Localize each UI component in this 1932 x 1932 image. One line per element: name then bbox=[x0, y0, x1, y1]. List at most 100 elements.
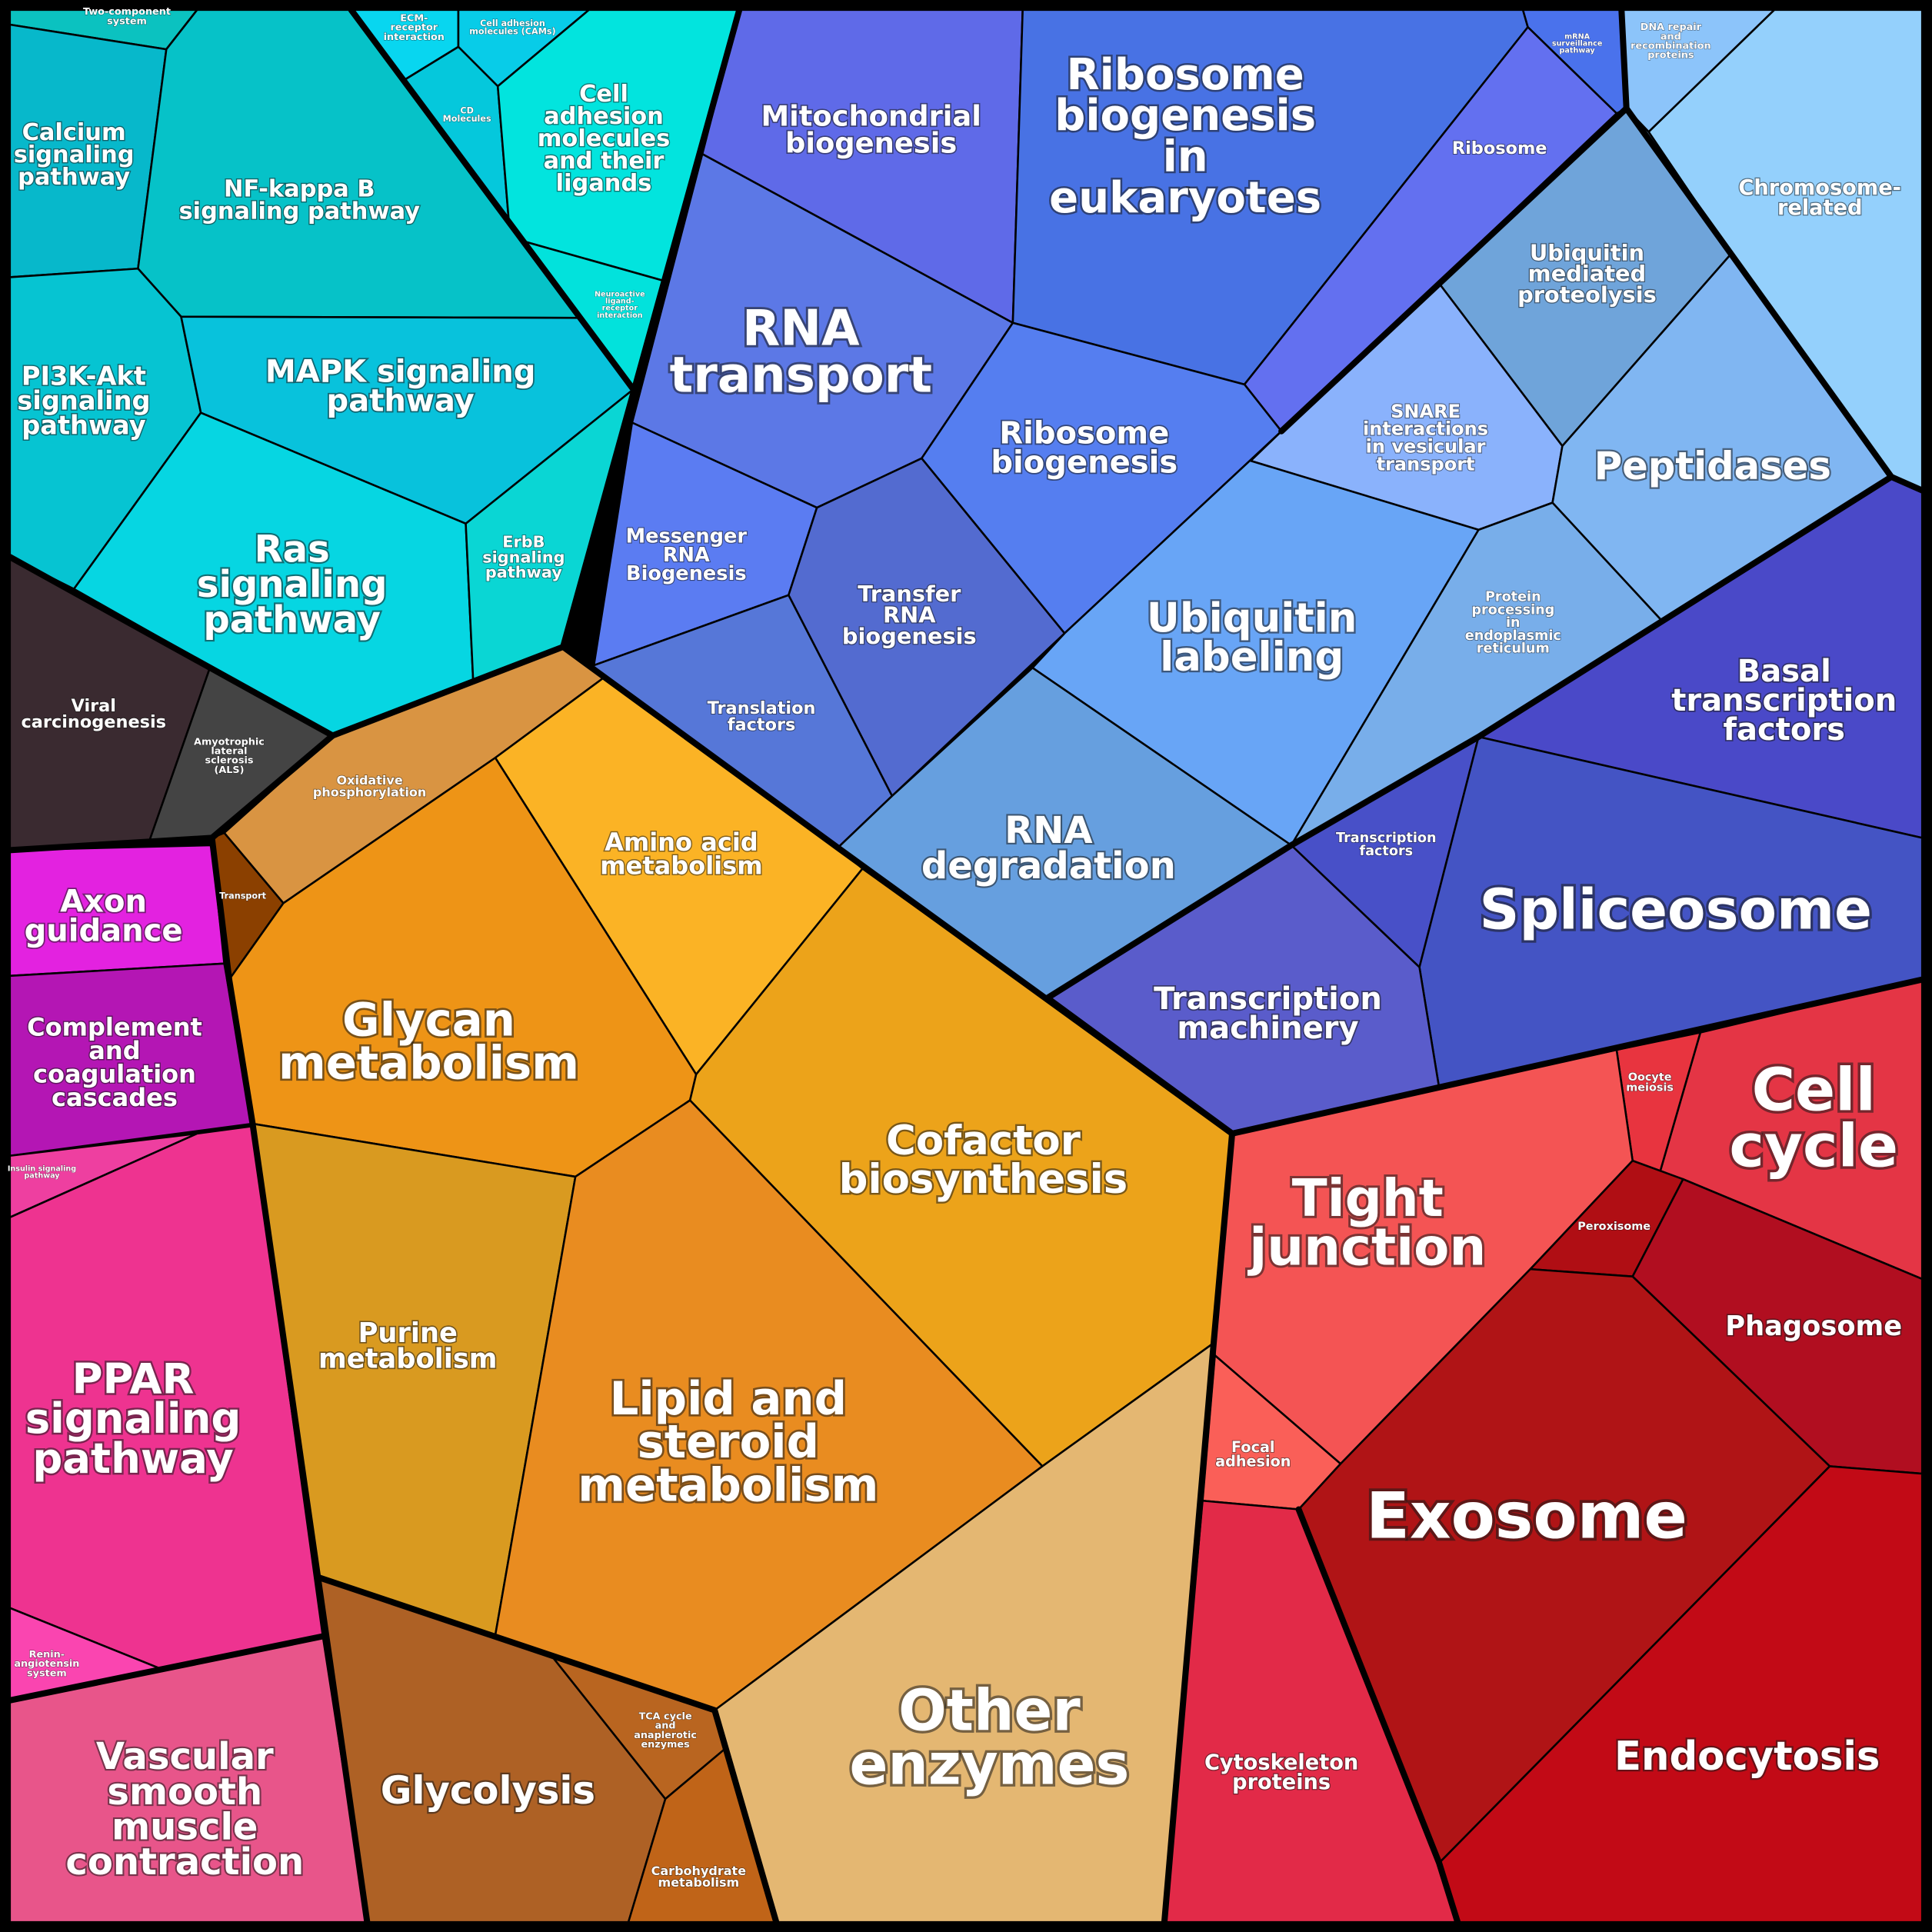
label-purine-metabolism: Purine metabolism bbox=[318, 1317, 498, 1374]
label-line: Viral bbox=[72, 696, 116, 716]
label-line: Oxidative bbox=[337, 773, 403, 788]
label-line: pathway bbox=[32, 1434, 233, 1483]
label-line: surveillance bbox=[1552, 39, 1603, 48]
label-peroxisome: Peroxisome bbox=[1577, 1221, 1651, 1233]
label-line: Ribosome bbox=[1066, 50, 1304, 100]
label-line: Ribosome bbox=[999, 416, 1169, 451]
label-line: cascades bbox=[52, 1083, 178, 1112]
label-line: degradation bbox=[921, 844, 1176, 888]
label-calcium-signaling-pathway: Calcium signaling pathway bbox=[14, 119, 135, 191]
label-neuroactive-ligand-receptor-interaction: Neuroactive ligand-receptor interaction bbox=[595, 290, 645, 319]
group-boundary bbox=[1044, 473, 1895, 1001]
label-line: Glycolysis bbox=[381, 1768, 595, 1813]
label-pi3k-akt-signaling-pathway: PI3K-Akt signaling pathway bbox=[17, 361, 150, 440]
label-line: Basal bbox=[1737, 654, 1831, 689]
label-line: pathway bbox=[203, 598, 381, 641]
label-line: factors bbox=[1724, 712, 1845, 748]
group-boundary bbox=[6, 1633, 326, 1704]
label-line: biogenesis bbox=[991, 445, 1178, 481]
label-transcription-factors: Transcription factors bbox=[1336, 831, 1437, 859]
label-exosome: Exosome bbox=[1366, 1479, 1687, 1554]
label-line: molecules bbox=[538, 125, 671, 152]
label-line: and bbox=[655, 1720, 676, 1732]
label-line: Calcium bbox=[22, 119, 126, 146]
label-line: cycle bbox=[1729, 1112, 1898, 1181]
label-line: pathway bbox=[1560, 47, 1596, 55]
label-line: signaling pathway bbox=[179, 198, 421, 225]
label-line: phosphorylation bbox=[313, 784, 426, 799]
label-line: RNA bbox=[663, 544, 710, 567]
label-ribosome-biogenesis: Ribosome biogenesis bbox=[991, 416, 1178, 481]
label-line: Focal bbox=[1231, 1438, 1275, 1456]
label-renin-angiotensin-system: Renin-angiotensin system bbox=[14, 1649, 79, 1679]
label-line: molecules (CAMs) bbox=[469, 26, 555, 36]
label-line: contraction bbox=[65, 1840, 304, 1884]
label-line: Transcription bbox=[1336, 831, 1437, 846]
label-snare-interactions-in-vesicular-transport: SNARE interactions in vesicular transport bbox=[1363, 401, 1488, 475]
group-boundary bbox=[1161, 1130, 1236, 1926]
label-rna-transport: RNA transport bbox=[670, 301, 932, 405]
label-line: Messenger bbox=[626, 525, 748, 548]
label-amino-acid-metabolism: Amino acid metabolism bbox=[600, 828, 762, 880]
label-carbohydrate-metabolism: Carbohydrate metabolism bbox=[651, 1864, 747, 1890]
label-line: NF-kappa B bbox=[224, 176, 375, 203]
group-boundary bbox=[1044, 994, 1236, 1137]
label-protein-processing-in-endoplasmic-reticulum: Protein processing in endoplasmic reticulum bbox=[1465, 590, 1561, 657]
label-line: interaction bbox=[597, 311, 643, 320]
label-line: metabolism bbox=[318, 1344, 498, 1375]
label-spliceosome: Spliceosome bbox=[1480, 878, 1872, 943]
group-boundary bbox=[6, 834, 371, 1926]
label-line: signaling bbox=[482, 548, 565, 566]
label-line: steroid bbox=[638, 1415, 819, 1468]
label-line: RNA bbox=[1004, 809, 1092, 852]
label-line: biogenesis bbox=[1054, 91, 1316, 141]
label-line: pathway bbox=[22, 410, 145, 440]
label-vascular-smooth-muscle-contraction: Vascular smooth muscle contraction bbox=[65, 1735, 304, 1884]
label-messenger-rna-biogenesis: Messenger RNA Biogenesis bbox=[626, 525, 748, 586]
label-line: Ras bbox=[255, 528, 330, 571]
label-line: Amino acid bbox=[605, 828, 758, 857]
label-line: in bbox=[1163, 132, 1208, 182]
label-line: pathway bbox=[327, 383, 475, 418]
label-line: receptor bbox=[602, 305, 638, 313]
label-peptidases: Peptidases bbox=[1594, 444, 1831, 488]
label-chromosome-related: Chromosome-related bbox=[1738, 176, 1901, 220]
label-line: Cell adhesion bbox=[480, 18, 545, 28]
label-line: endoplasmic bbox=[1465, 628, 1561, 644]
label-translation-factors: Translation factors bbox=[708, 698, 816, 734]
label-line: recombination bbox=[1631, 40, 1710, 52]
label-cell-adhesion-molecules-and-their-ligands: Cell adhesion molecules and their ligands bbox=[538, 81, 671, 197]
label-transport: Transport bbox=[219, 891, 266, 901]
label-oxidative-phosphorylation: Oxidative phosphorylation bbox=[313, 773, 426, 799]
label-line: Transcription bbox=[1154, 981, 1382, 1017]
label-ribosome-biogenesis-in-eukaryotes: Ribosome biogenesis in eukaryotes bbox=[1049, 50, 1321, 223]
label-line: pathway bbox=[24, 1171, 60, 1180]
label-line: ligand- bbox=[605, 298, 635, 306]
label-line: Mitochondrial bbox=[761, 100, 981, 133]
label-line: angiotensin bbox=[14, 1658, 79, 1670]
label-line: coagulation bbox=[33, 1059, 196, 1088]
group-boundary bbox=[348, 6, 637, 393]
label-line: (ALS) bbox=[214, 764, 244, 776]
label-line: pathway bbox=[485, 563, 562, 581]
label-line: Ribosome bbox=[1452, 138, 1547, 158]
label-line: signaling bbox=[17, 385, 150, 415]
label-cofactor-biosynthesis: Cofactor biosynthesis bbox=[839, 1118, 1128, 1203]
label-line: signaling bbox=[14, 142, 135, 168]
label-line: Other bbox=[898, 1679, 1081, 1744]
label-line: adhesion bbox=[1215, 1452, 1291, 1470]
label-line: eukaryotes bbox=[1049, 173, 1321, 223]
label-line: Carbohydrate bbox=[651, 1864, 747, 1878]
label-ras-signaling-pathway: Ras signaling pathway bbox=[197, 528, 388, 641]
label-line: Chromosome- bbox=[1738, 176, 1901, 200]
label-line: Renin- bbox=[29, 1649, 65, 1661]
label-erbb-signaling-pathway: ErbB signaling pathway bbox=[482, 533, 565, 582]
label-line: machinery bbox=[1177, 1011, 1358, 1046]
label-oocyte-meiosis: Oocyte meiosis bbox=[1626, 1071, 1674, 1094]
label-line: RNA bbox=[883, 602, 936, 628]
group-boundary bbox=[560, 6, 743, 651]
label-mrna-surveillance-pathway: mRNA surveillance pathway bbox=[1552, 32, 1603, 55]
